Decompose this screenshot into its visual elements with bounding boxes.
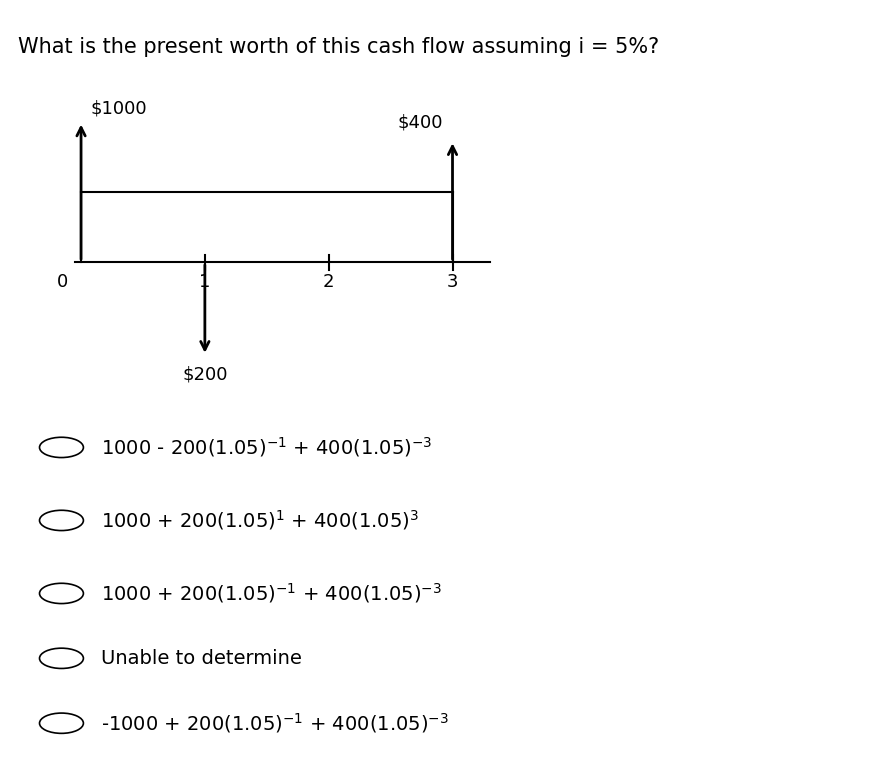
Text: 0: 0 (57, 273, 68, 291)
Text: 1000 + 200(1.05)$^{1}$ + 400(1.05)$^{3}$: 1000 + 200(1.05)$^{1}$ + 400(1.05)$^{3}$ (101, 509, 418, 533)
Text: 3: 3 (446, 273, 458, 291)
Text: Unable to determine: Unable to determine (101, 649, 302, 668)
Text: 1: 1 (199, 273, 210, 291)
Text: $200: $200 (182, 365, 227, 383)
Text: 1000 - 200(1.05)$^{-1}$ + 400(1.05)$^{-3}$: 1000 - 200(1.05)$^{-1}$ + 400(1.05)$^{-3… (101, 435, 432, 459)
Text: -1000 + 200(1.05)$^{-1}$ + 400(1.05)$^{-3}$: -1000 + 200(1.05)$^{-1}$ + 400(1.05)$^{-… (101, 711, 448, 736)
Text: What is the present worth of this cash flow assuming i = 5%?: What is the present worth of this cash f… (18, 37, 658, 57)
Text: 2: 2 (323, 273, 334, 291)
Text: 1000 + 200(1.05)$^{-1}$ + 400(1.05)$^{-3}$: 1000 + 200(1.05)$^{-1}$ + 400(1.05)$^{-3… (101, 581, 441, 605)
Text: $1000: $1000 (91, 99, 147, 117)
Text: $400: $400 (396, 113, 442, 131)
